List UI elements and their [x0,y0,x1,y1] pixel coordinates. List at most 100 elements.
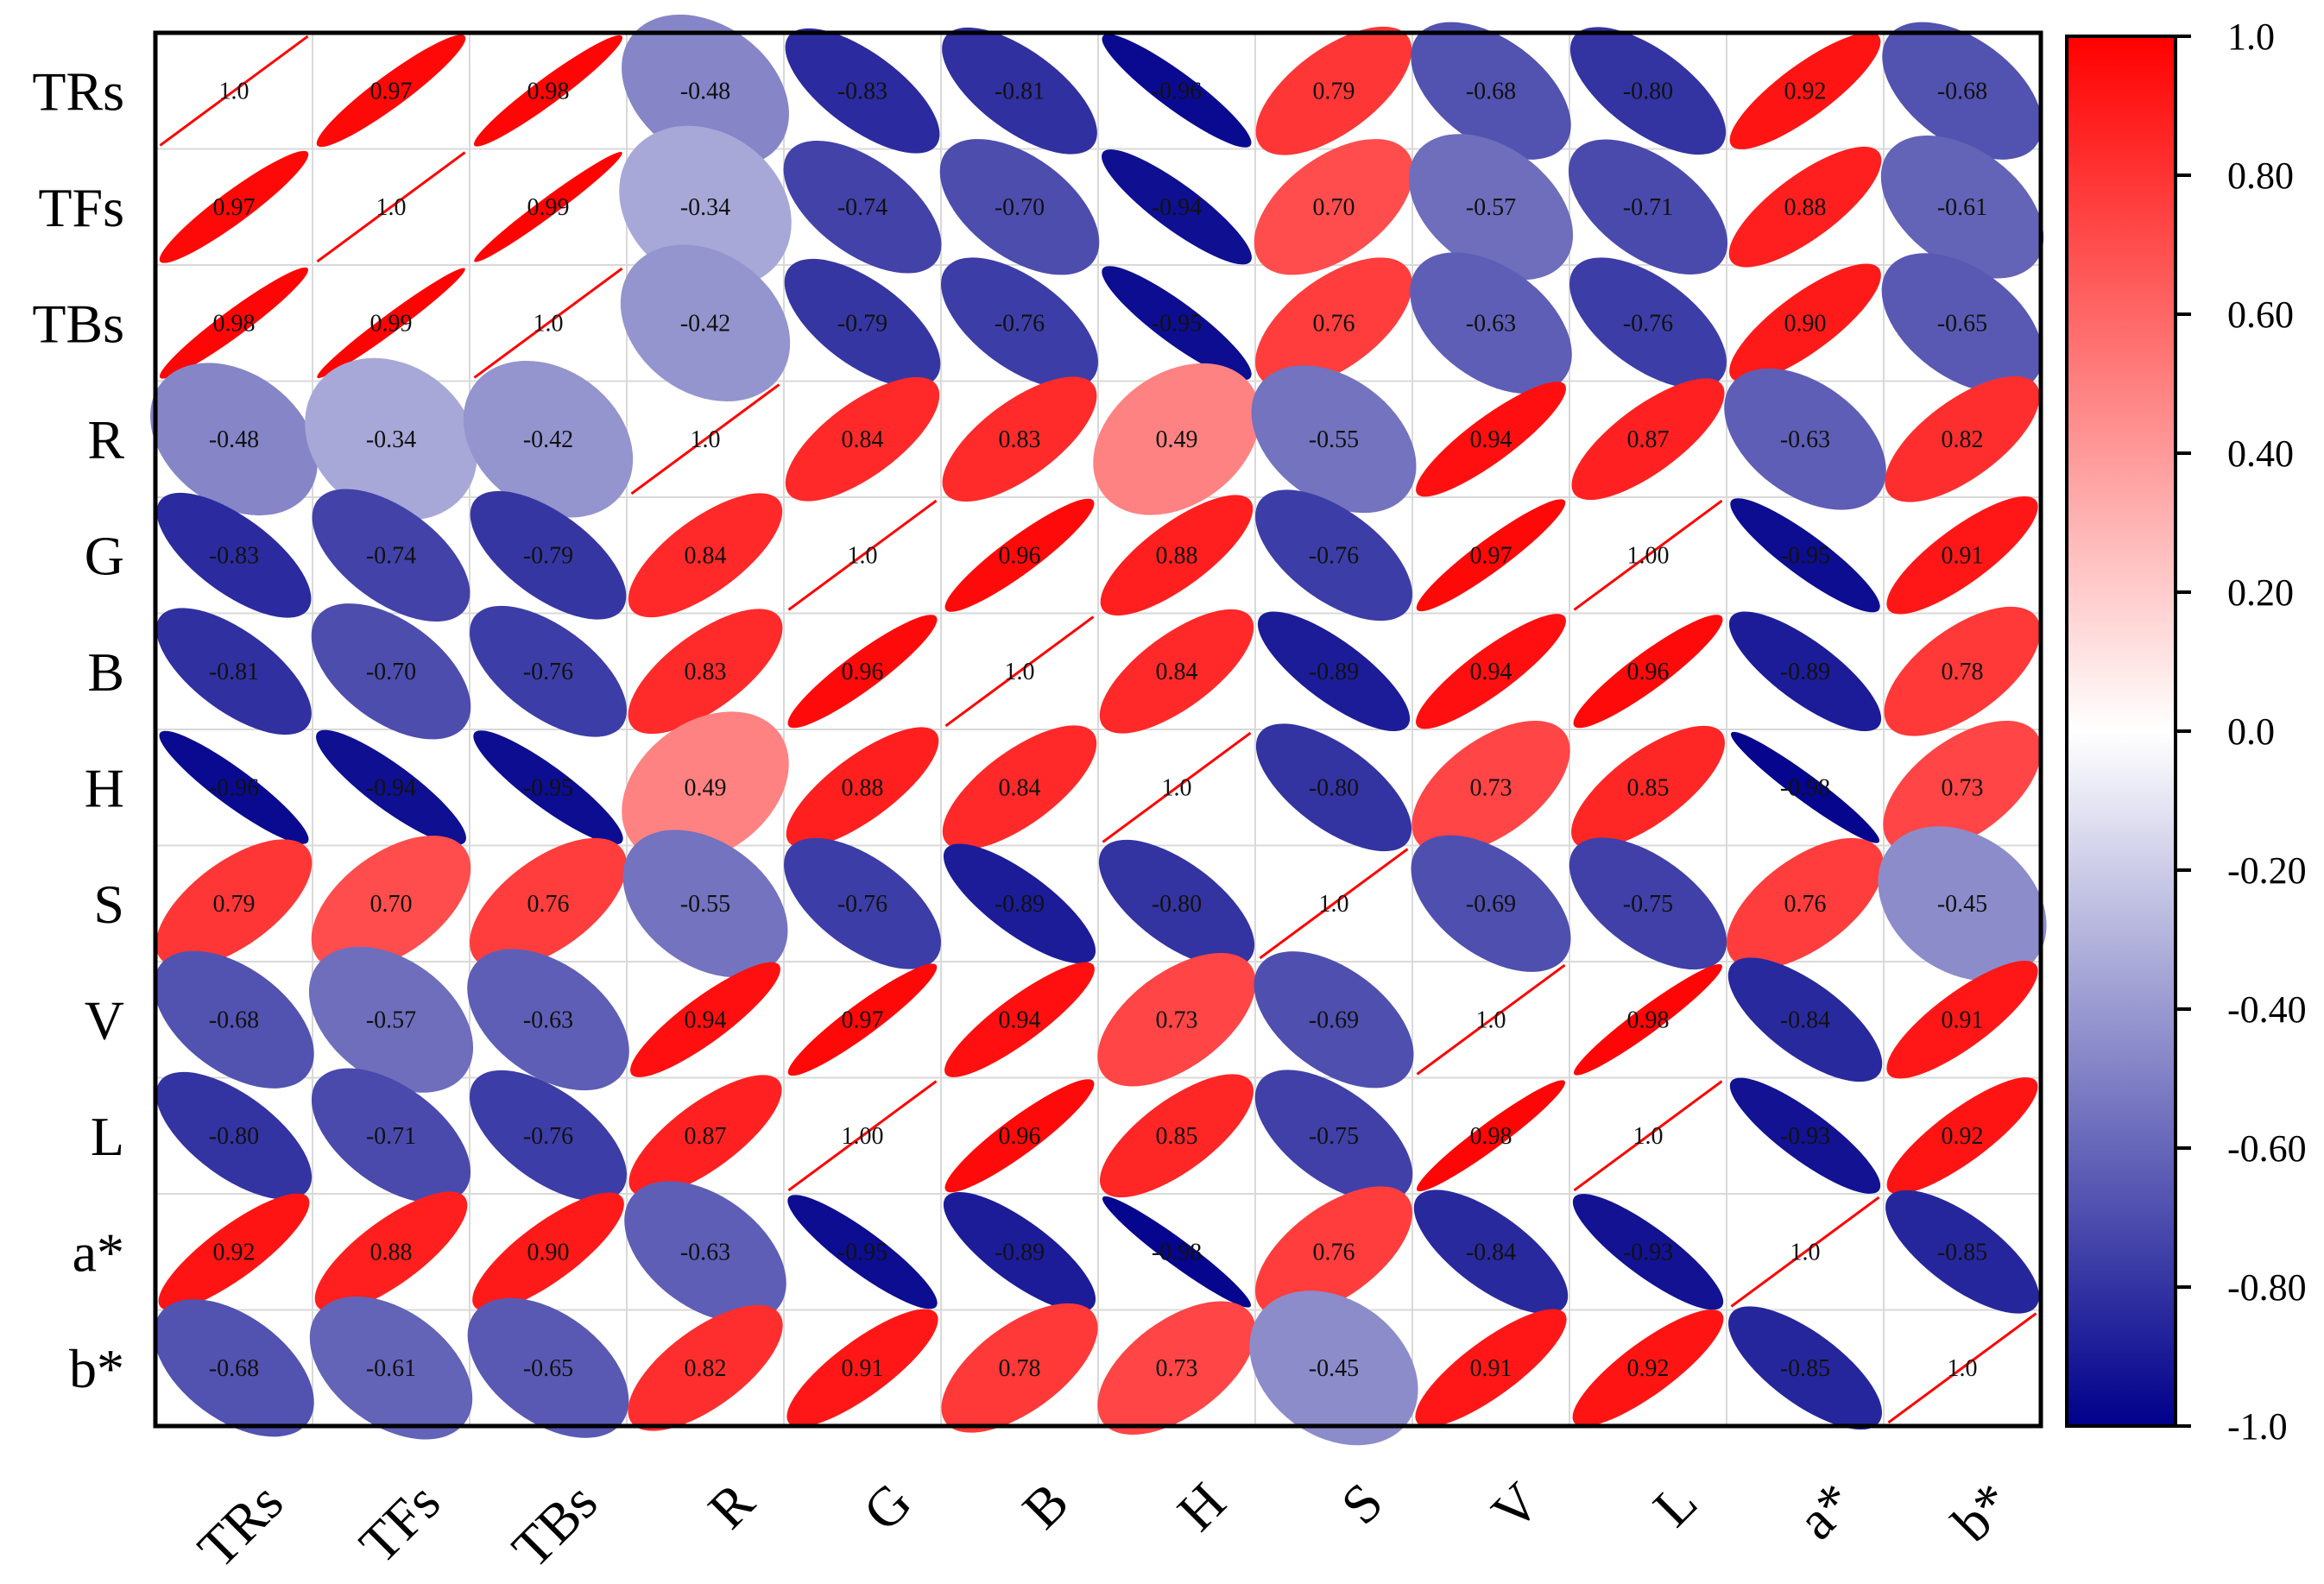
matrix-cell: -0.94 [316,729,466,845]
correlation-ellipse [1729,1077,1881,1194]
correlation-ellipse [944,498,1095,612]
cell-value-label: -0.79 [837,310,887,337]
correlation-ellipse [1729,32,1881,149]
correlation-ellipse [470,1070,627,1202]
cell-value-label: -0.71 [1623,194,1673,221]
correlation-ellipse [1255,1186,1412,1318]
correlation-ellipse [1255,489,1412,622]
cell-value-label: 1.0 [376,194,407,221]
row-label: a* [73,1221,124,1283]
matrix-cell: -0.76 [470,605,627,737]
row-label: G [85,525,124,586]
cell-value-label: -0.68 [209,1355,259,1382]
matrix-cell: -0.63 [624,1181,786,1323]
correlation-ellipse [1885,375,2040,502]
matrix-cell: 0.88 [1100,495,1254,616]
cell-value-label: 0.90 [1784,310,1827,337]
correlation-ellipse [1728,1306,1882,1430]
correlation-ellipse [1883,720,2042,855]
matrix-cell: -0.79 [470,490,627,620]
matrix-cell: 0.70 [1254,139,1414,275]
matrix-cell: 0.78 [1884,606,2041,736]
matrix-cell: 1.0 [1730,1196,1880,1308]
correlation-ellipse [1099,609,1254,734]
cell-value-label: 0.73 [1942,774,1984,801]
matrix-cells: 1.0 0.97 0.98 -0.48 -0.83 -0.81 -0.96 0.79 -0.68… [150,14,2047,1446]
correlation-ellipse [305,357,477,521]
cell-value-label: 0.94 [999,1007,1041,1033]
cell-value-label: -0.96 [1152,78,1202,104]
matrix-cell: 1.0 [944,615,1095,728]
correlation-ellipse [316,729,466,845]
column-label: b* [1941,1471,2023,1553]
cell-value-label: -0.55 [1309,426,1359,453]
row-label: b* [69,1338,124,1399]
correlation-line [1416,963,1566,1076]
correlation-ellipse [1727,957,1883,1082]
cell-value-label: -0.85 [1780,1355,1830,1382]
cell-value-label: -0.61 [1937,194,1987,221]
correlation-line [787,499,938,611]
matrix-cell: 0.70 [311,836,471,972]
grid-lines [155,33,2041,1426]
cell-value-label: -0.95 [1152,310,1202,337]
matrix-cell: -0.65 [467,1297,629,1438]
cell-value-label: 0.82 [685,1355,727,1382]
cell-value-label: -0.42 [523,426,573,453]
matrix-cell: 0.94 [1416,382,1566,497]
cell-value-label: -0.63 [680,1239,730,1265]
cell-value-label: 0.49 [685,774,727,801]
correlation-ellipse [154,1299,314,1437]
matrix-cell: -0.95 [787,1195,938,1309]
colorbar-tick-label: -0.60 [2227,1127,2307,1170]
matrix-cell: 0.82 [1885,375,2040,502]
correlation-ellipse [785,28,940,154]
cell-value-label: -0.93 [1780,1123,1830,1150]
matrix-cell: -0.81 [156,608,312,735]
plot-frame [153,30,2043,1429]
correlation-ellipse [1573,963,1723,1076]
matrix-cell: 0.96 [944,498,1095,612]
cell-value-label: 1.0 [1005,659,1035,685]
cell-value-label: -0.83 [209,542,259,569]
matrix-cell: -0.93 [1572,1194,1724,1310]
column-label: S [1329,1471,1394,1536]
cell-value-label: -0.94 [1152,194,1202,221]
correlation-ellipse [158,1193,310,1310]
matrix-cell: 1.0 [159,35,309,147]
matrix-cell: 1.0 [1416,963,1566,1076]
correlation-ellipse [470,837,627,969]
matrix-cell: 0.99 [474,151,622,262]
correlation-ellipse [786,727,939,849]
cell-value-label: -0.89 [1309,659,1359,685]
cell-value-label: -0.42 [680,310,730,337]
column-label: H [1165,1471,1237,1543]
matrix-cell: -0.80 [1255,723,1412,852]
correlation-ellipse [1411,835,1571,972]
column-label: TFs [348,1471,452,1575]
cell-value-label: -0.98 [1152,1239,1202,1265]
cell-value-label: 0.98 [527,78,570,104]
correlation-ellipse [1728,611,1882,732]
matrix-cell: -0.55 [622,830,788,978]
cell-value-label: -0.83 [837,78,887,104]
correlation-ellipse [622,711,789,864]
matrix-cell: -0.74 [783,140,942,274]
matrix-cell: 0.97 [159,150,309,263]
cell-value-label: 1.0 [1633,1123,1664,1150]
colorbar-tick-label: 0.20 [2227,571,2294,614]
matrix-cell: -0.79 [784,258,941,388]
cell-value-label: 0.97 [1470,542,1512,569]
correlation-ellipse [628,493,783,618]
cell-value-label: 0.84 [842,426,884,453]
correlation-ellipse [1413,1190,1569,1315]
correlation-line [1887,1312,2037,1424]
cell-value-label: 0.83 [999,426,1041,453]
cell-value-label: -0.45 [1937,891,1987,918]
correlation-ellipse [308,946,474,1093]
matrix-cell: 0.76 [1255,1186,1412,1318]
matrix-cell: 0.79 [155,839,313,969]
correlation-ellipse [622,14,789,167]
row-label: L [91,1106,124,1167]
correlation-line [1102,731,1252,843]
